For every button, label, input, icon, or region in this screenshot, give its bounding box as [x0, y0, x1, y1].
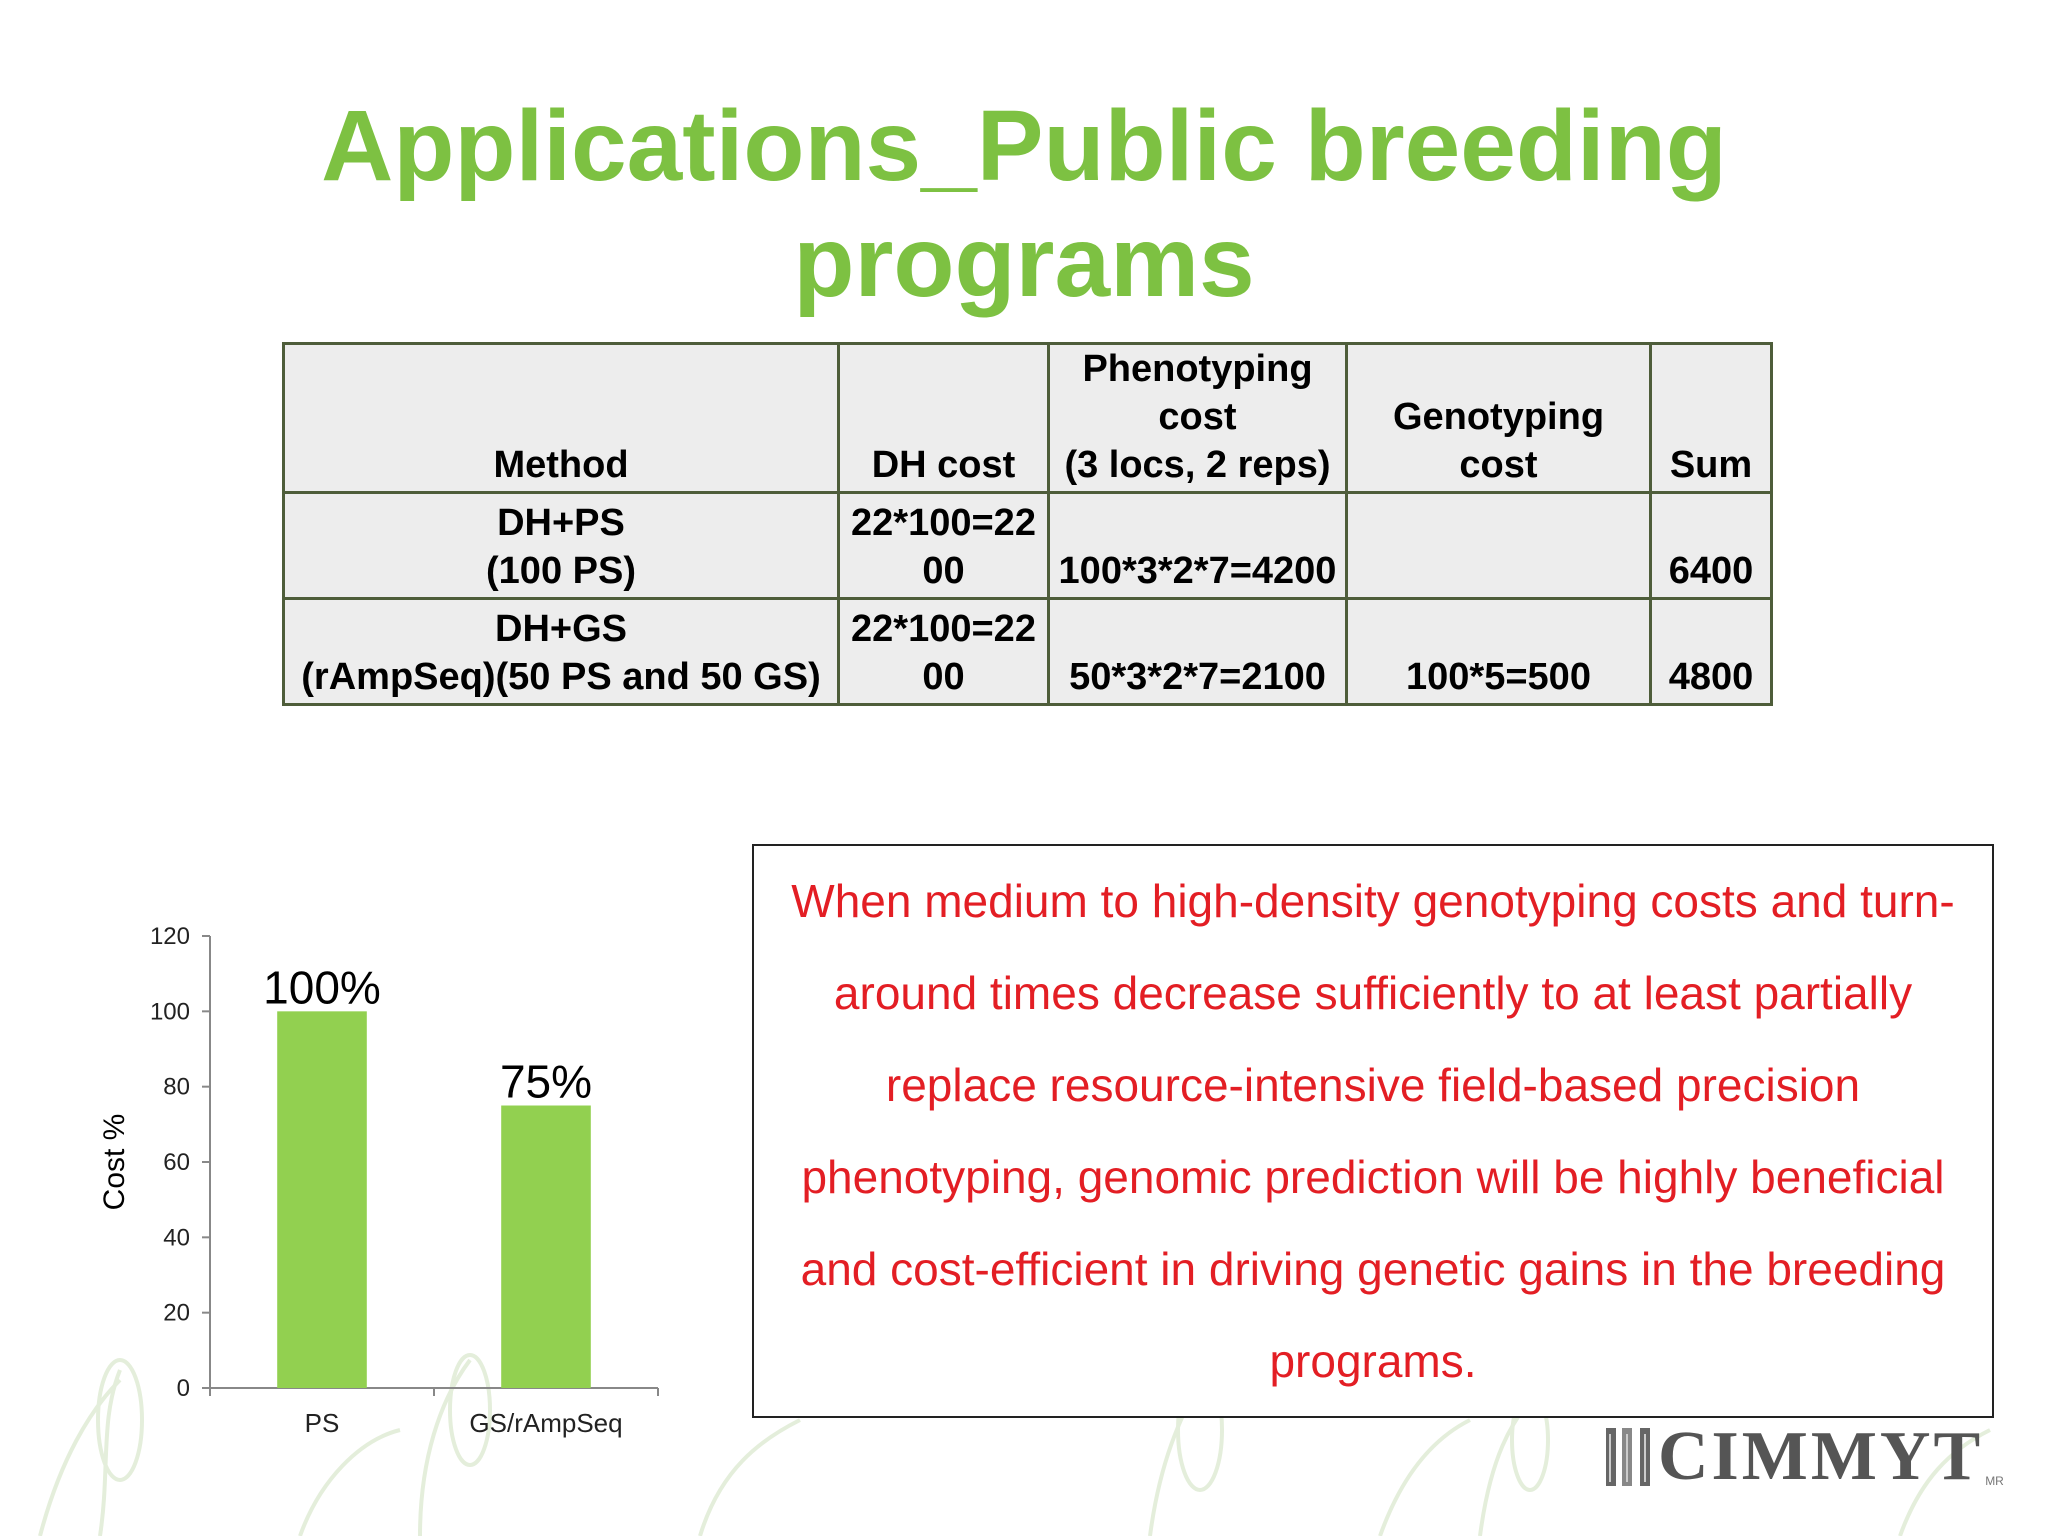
cell-genotyping-cost	[1345, 491, 1652, 600]
bar	[501, 1105, 591, 1388]
header-phenotyping-cost: Phenotyping cost (3 locs, 2 reps)	[1047, 342, 1348, 494]
header-genotyping-cost: Genotyping cost	[1345, 342, 1652, 494]
x-tick-label: PS	[305, 1408, 340, 1438]
conclusion-callout: When medium to high-density genotyping c…	[752, 844, 1994, 1418]
y-tick-label: 80	[163, 1074, 190, 1101]
cell-phenotyping-cost: 50*3*2*7=2100	[1047, 597, 1348, 706]
bar-data-label: 75%	[500, 1056, 592, 1108]
x-tick-label: GS/rAmpSeq	[469, 1408, 622, 1438]
cell-dh-cost: 22*100=22 00	[837, 491, 1050, 600]
slide-title: Applications_Public breeding programs	[200, 88, 1848, 320]
table-header-row: Method DH cost Phenotyping cost (3 locs,…	[282, 342, 1773, 494]
table-row: DH+GS (rAmpSeq)(50 PS and 50 GS) 22*100=…	[282, 597, 1773, 706]
cell-phenotyping-cost: 100*3*2*7=4200	[1047, 491, 1348, 600]
y-tick-label: 100	[150, 998, 190, 1025]
logo-mark-suffix: MR	[1985, 1474, 2004, 1488]
cell-genotyping-cost: 100*5=500	[1345, 597, 1652, 706]
y-tick-label: 20	[163, 1300, 190, 1327]
title-line-2: programs	[793, 206, 1255, 318]
header-sum: Sum	[1649, 342, 1773, 494]
title-line-1: Applications_Public breeding	[321, 90, 1727, 202]
cell-sum: 4800	[1649, 597, 1773, 706]
y-tick-label: 40	[163, 1224, 190, 1251]
bar	[277, 1011, 367, 1388]
cell-method: DH+GS (rAmpSeq)(50 PS and 50 GS)	[282, 597, 840, 706]
y-axis-title: Cost %	[98, 1114, 131, 1211]
cell-dh-cost: 22*100=22 00	[837, 597, 1050, 706]
logo-wordmark: CIMMYT	[1658, 1418, 1984, 1495]
header-dh-cost: DH cost	[837, 342, 1050, 494]
header-method: Method	[282, 342, 840, 494]
cell-sum: 6400	[1649, 491, 1773, 600]
conclusion-text: When medium to high-density genotyping c…	[791, 875, 1955, 1387]
table-row: DH+PS (100 PS) 22*100=22 00 100*3*2*7=42…	[282, 491, 1773, 600]
bar-data-label: 100%	[263, 961, 381, 1013]
cost-bar-chart: 0 20 40 60 80 100 120 Cost % PS 100% GS/rAmpSeq 75%	[98, 923, 659, 1438]
y-tick-label: 60	[163, 1149, 190, 1176]
cell-method: DH+PS (100 PS)	[282, 491, 840, 600]
y-tick-label: 0	[177, 1375, 190, 1402]
wheat-corn-logo-icon	[1606, 1428, 1650, 1486]
y-tick-label: 120	[150, 923, 190, 950]
cost-comparison-table: Method DH cost Phenotyping cost (3 locs,…	[282, 342, 1773, 706]
cimmyt-logo: CIMMYT MR	[1602, 1418, 2004, 1495]
